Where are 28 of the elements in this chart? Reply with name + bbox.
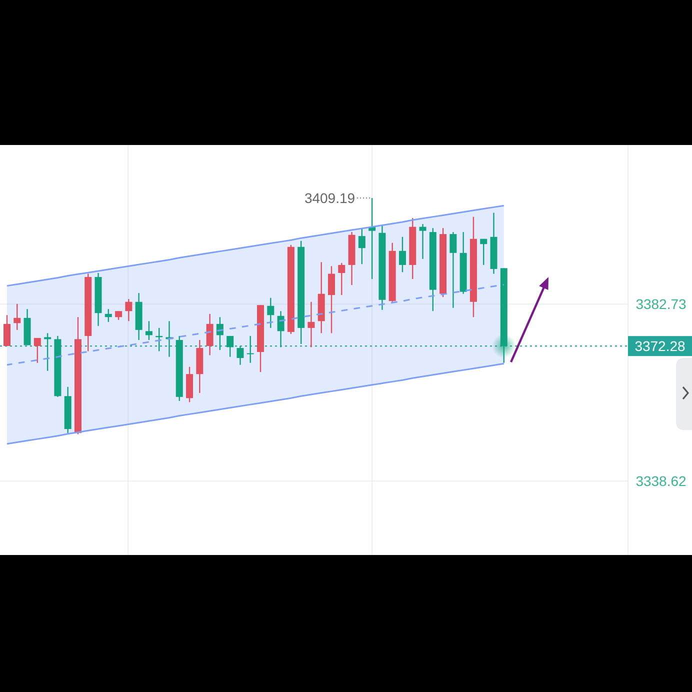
candlestick: [3, 314, 10, 347]
candlestick: [34, 337, 41, 364]
candlestick: [125, 298, 132, 322]
candlestick: [450, 231, 457, 308]
candlestick: [14, 303, 21, 331]
ref-line-label: 3372.28: [634, 338, 686, 354]
candlestick: [145, 320, 152, 341]
candlestick: [398, 236, 406, 273]
candlestick: [104, 308, 112, 323]
candlestick: [236, 345, 244, 366]
candlestick: [480, 238, 488, 266]
candlestick: [308, 301, 315, 348]
candlestick: [277, 310, 284, 348]
y-tick-label: 3338.62: [636, 473, 687, 490]
candlestick: [44, 332, 52, 372]
candlestick: [338, 262, 346, 296]
candlestick: [328, 266, 335, 334]
candlestick: [267, 297, 274, 329]
candlestick: [246, 335, 254, 364]
candlestick: [419, 223, 426, 260]
candlestick: [206, 313, 214, 356]
candlestick: [226, 335, 234, 358]
candlestick: [358, 227, 366, 265]
y-tick-label: 3382.73: [636, 296, 687, 312]
line-series: [6, 362, 505, 445]
annotation: 3409.19: [304, 190, 356, 206]
line-series: [6, 204, 505, 287]
line-series: [6, 284, 505, 366]
